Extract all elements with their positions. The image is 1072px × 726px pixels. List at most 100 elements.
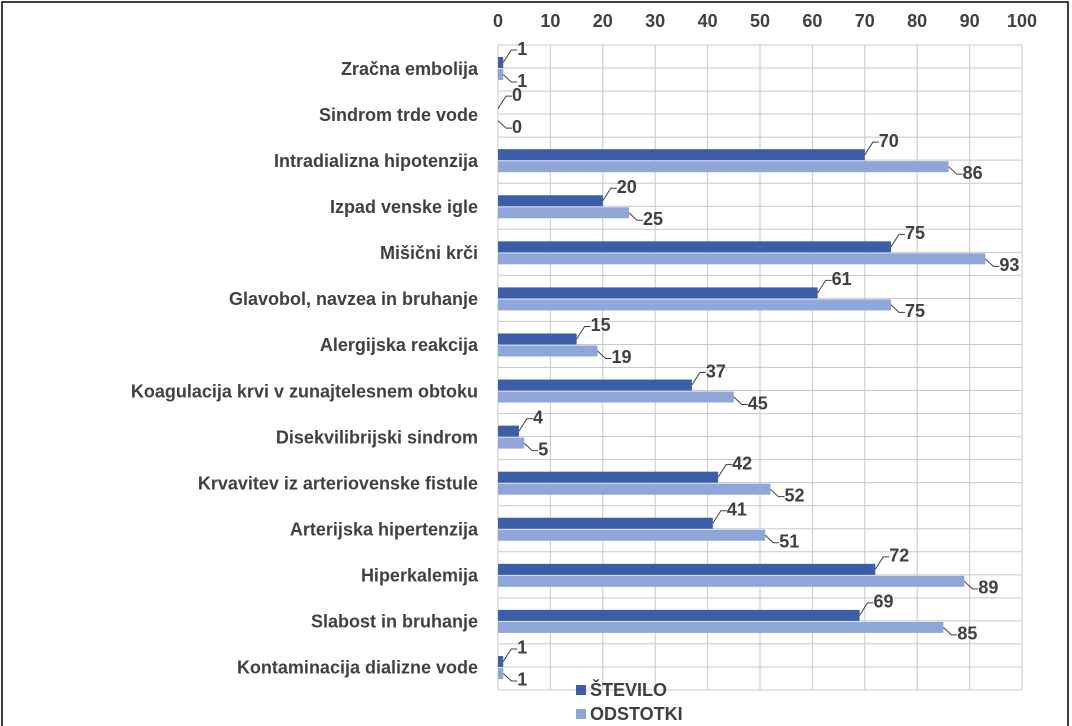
x-tick-label: 60 [802, 11, 822, 31]
category-label: Koagulacija krvi v zunajtelesnem obtoku [131, 381, 478, 401]
value-label: 19 [612, 347, 632, 367]
category-label: Arterijska hipertenzija [290, 520, 479, 540]
leader-line [948, 166, 963, 175]
leader-line [523, 442, 539, 452]
value-label: 1 [517, 638, 527, 658]
bar [498, 609, 860, 621]
value-label: 0 [512, 85, 522, 105]
leader-line [502, 49, 518, 63]
x-tick-label: 0 [493, 11, 503, 31]
bar [498, 207, 629, 219]
value-label: 70 [879, 131, 899, 151]
value-label: 37 [706, 361, 726, 381]
category-label: Alergijska reakcija [320, 335, 479, 355]
leader-line [497, 120, 512, 129]
category-label: Hiperkalemija [361, 566, 479, 586]
value-label: 75 [905, 301, 925, 321]
x-tick-label: 40 [698, 11, 718, 31]
leader-line [733, 396, 748, 406]
leader-line [764, 534, 780, 544]
bar [498, 655, 504, 667]
value-label: 0 [512, 117, 522, 137]
bar [498, 391, 734, 403]
bar [498, 241, 891, 253]
x-tick-label: 80 [907, 11, 927, 31]
x-tick-label: 10 [540, 11, 560, 31]
x-tick-label: 30 [645, 11, 665, 31]
category-label: Izpad venske igle [330, 197, 478, 217]
bar [498, 517, 713, 529]
category-label: Glavobol, navzea in bruhanje [229, 289, 478, 309]
leader-line [628, 212, 643, 221]
legend-label: ODSTOTKI [590, 704, 683, 724]
x-tick-label: 50 [750, 11, 770, 31]
bar [498, 149, 865, 161]
value-label: 15 [591, 315, 611, 335]
value-label: 1 [517, 71, 527, 91]
bar [498, 57, 504, 69]
category-label: Intradializna hipotenzija [274, 151, 479, 171]
value-label: 93 [999, 255, 1019, 275]
leader-line [497, 95, 512, 109]
bar [498, 425, 519, 437]
bar [498, 483, 771, 495]
value-label: 61 [832, 269, 852, 289]
value-label: 89 [978, 578, 998, 598]
value-label: 69 [874, 592, 894, 612]
category-label: Krvavitev iz arteriovenske fistule [198, 473, 478, 493]
value-label: 86 [963, 163, 983, 183]
category-label: Zračna embolija [341, 59, 479, 79]
bar [498, 575, 965, 587]
leader-line [964, 580, 979, 590]
leader-line [874, 556, 890, 570]
category-label: Slabost in bruhanje [311, 612, 478, 632]
bar [498, 563, 876, 575]
value-label: 1 [517, 670, 527, 690]
leader-line [597, 350, 612, 359]
x-tick-label: 90 [960, 11, 980, 31]
value-label: 75 [905, 223, 925, 243]
leader-line [502, 648, 518, 662]
value-label: 5 [538, 439, 548, 459]
bar [498, 529, 766, 541]
value-label: 45 [748, 393, 768, 413]
leader-line [576, 325, 591, 340]
bar [498, 287, 818, 299]
x-tick-label: 70 [855, 11, 875, 31]
bar [498, 69, 504, 81]
bar [498, 667, 504, 679]
leader-line [717, 464, 733, 478]
value-label: 52 [784, 485, 804, 505]
leader-line [984, 258, 1000, 267]
x-tick-label: 100 [1007, 11, 1037, 31]
value-label: 4 [533, 407, 543, 427]
value-label: 85 [957, 624, 977, 644]
value-label: 42 [732, 453, 752, 473]
bar [498, 299, 891, 311]
category-label: Kontaminacija dializne vode [237, 658, 478, 678]
leader-line [502, 74, 518, 83]
bar [498, 379, 692, 391]
leader-line [859, 602, 874, 616]
leader-line [518, 418, 533, 432]
legend-swatch [576, 685, 586, 695]
leader-line [890, 233, 905, 248]
bar [498, 161, 949, 173]
leader-line [943, 627, 958, 636]
value-label: 20 [617, 177, 637, 197]
value-label: 72 [889, 546, 909, 566]
leader-line [712, 510, 727, 524]
value-label: 1 [517, 39, 527, 59]
category-label: Mišični krči [380, 243, 478, 263]
leader-line [502, 673, 518, 682]
bar [498, 345, 598, 357]
bar [498, 333, 577, 345]
leader-line [602, 187, 617, 202]
value-label: 41 [727, 500, 747, 520]
category-label: Sindrom trde vode [319, 105, 478, 125]
leader-line [817, 279, 832, 294]
legend-label: ŠTEVILO [590, 679, 667, 700]
value-label: 25 [643, 209, 663, 229]
